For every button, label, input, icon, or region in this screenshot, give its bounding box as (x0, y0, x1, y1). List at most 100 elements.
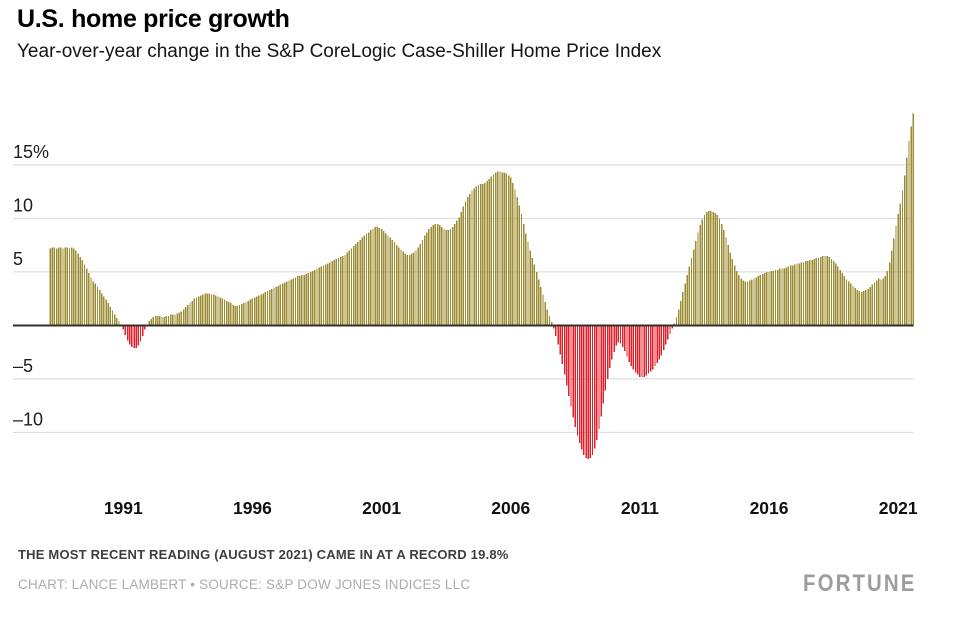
bar (464, 201, 467, 326)
bar (574, 325, 577, 428)
bar (800, 262, 803, 326)
bar (182, 309, 185, 326)
bar (109, 307, 112, 326)
bar (314, 269, 316, 326)
bar (488, 178, 490, 326)
bar (180, 311, 183, 326)
bar (185, 307, 187, 326)
bar (189, 302, 191, 326)
bar (327, 263, 329, 326)
bar (90, 277, 92, 326)
bar (860, 292, 863, 326)
bar (766, 271, 768, 326)
bar (70, 247, 73, 326)
bar (447, 230, 450, 326)
bar (305, 274, 307, 326)
bar (279, 284, 282, 326)
bar (615, 325, 617, 346)
bar (260, 294, 262, 326)
bar (540, 286, 542, 326)
bar (912, 113, 914, 326)
bar (736, 270, 738, 326)
bar (339, 256, 342, 326)
bar (421, 239, 424, 326)
bar (731, 259, 734, 326)
bar (802, 262, 805, 326)
chart-title: U.S. home price growth (17, 5, 290, 33)
bar (544, 301, 546, 326)
bar (51, 247, 53, 326)
bar (426, 232, 428, 326)
bar (389, 237, 391, 326)
bar (587, 325, 589, 460)
bar (378, 228, 381, 326)
bar (643, 325, 645, 377)
bar (598, 325, 600, 430)
bar (768, 271, 770, 326)
x-tick-label: 2016 (750, 498, 789, 518)
bar (150, 318, 152, 326)
bar (600, 325, 602, 417)
bar (301, 275, 303, 326)
bar (901, 190, 904, 326)
bar (129, 325, 131, 345)
bar (888, 262, 891, 326)
bar (512, 183, 514, 326)
bar (154, 315, 157, 326)
bar (669, 325, 671, 334)
bar (68, 248, 71, 326)
bar (624, 325, 626, 352)
bar (490, 176, 493, 326)
bar (815, 257, 818, 326)
bar (746, 281, 749, 326)
bar (329, 262, 331, 326)
bar (830, 259, 833, 326)
bar (159, 315, 161, 326)
bar (550, 322, 553, 326)
bar (376, 226, 378, 326)
bar (733, 265, 736, 326)
bar (516, 197, 518, 326)
bar (632, 325, 635, 370)
bar (249, 299, 251, 326)
bar (471, 190, 473, 326)
bar (443, 229, 445, 326)
bar (703, 215, 706, 326)
bar (729, 252, 731, 326)
bar (458, 217, 460, 326)
bar (370, 230, 372, 326)
bar (563, 325, 566, 375)
bar (195, 297, 198, 326)
bar (460, 211, 462, 326)
bar (103, 296, 105, 326)
bar (772, 270, 775, 326)
bar (880, 279, 882, 326)
bar (893, 238, 895, 326)
bar (725, 237, 727, 326)
bar (413, 252, 415, 326)
bar (867, 289, 869, 326)
bar (779, 268, 781, 326)
bar (807, 261, 809, 326)
bar (148, 321, 150, 326)
bar (83, 264, 86, 326)
bar (826, 255, 828, 326)
bar (619, 325, 622, 344)
bar (359, 239, 361, 326)
bar (479, 184, 482, 326)
bar (167, 315, 170, 326)
bar (785, 267, 787, 326)
bar (223, 299, 226, 326)
bar (432, 224, 434, 326)
bar (361, 237, 363, 326)
bar (466, 197, 469, 326)
bar (637, 325, 639, 375)
bar (204, 293, 206, 326)
bar (408, 254, 411, 326)
bar (854, 287, 856, 326)
bar (865, 290, 867, 326)
bar (64, 247, 66, 326)
bar (400, 249, 402, 326)
bar (630, 325, 632, 367)
